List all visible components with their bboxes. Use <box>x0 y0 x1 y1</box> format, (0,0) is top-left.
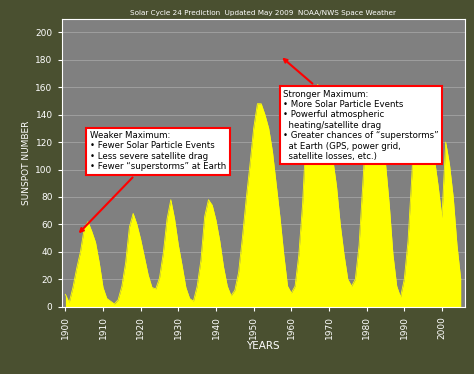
X-axis label: YEARS: YEARS <box>246 341 280 352</box>
Text: Stronger Maximum:
• More Solar Particle Events
• Powerful atmospheric
  heating/: Stronger Maximum: • More Solar Particle … <box>283 59 439 161</box>
Title: Solar Cycle 24 Prediction  Updated May 2009  NOAA/NWS Space Weather: Solar Cycle 24 Prediction Updated May 20… <box>130 9 396 16</box>
Text: Weaker Maximum:
• Fewer Solar Particle Events
• Less severe satellite drag
• Few: Weaker Maximum: • Fewer Solar Particle E… <box>80 131 226 232</box>
Y-axis label: SUNSPOT NUMBER: SUNSPOT NUMBER <box>22 120 31 205</box>
